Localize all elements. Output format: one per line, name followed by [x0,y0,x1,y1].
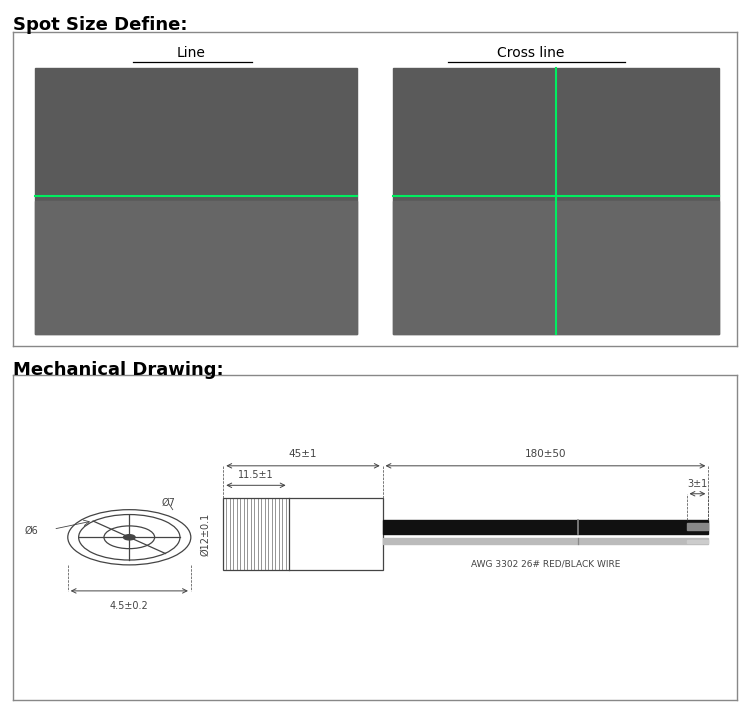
Bar [686,523,708,531]
Bar [686,540,708,543]
Bar [394,69,719,333]
Bar [382,538,708,544]
Text: Line: Line [176,46,206,59]
Bar [394,201,719,333]
Bar [35,69,357,333]
Text: 11.5±1: 11.5±1 [238,471,274,481]
Text: Ø12±0.1: Ø12±0.1 [200,513,210,555]
Text: AWG 3302 26# RED/BLACK WIRE: AWG 3302 26# RED/BLACK WIRE [471,559,620,568]
Text: Ø6: Ø6 [24,526,38,536]
Text: Spot Size Define:: Spot Size Define: [13,16,188,34]
Text: 180±50: 180±50 [525,449,566,459]
Text: Mechanical Drawing:: Mechanical Drawing: [13,361,224,378]
Text: 3±1: 3±1 [687,479,707,489]
Bar [224,498,382,570]
Text: 4.5±0.2: 4.5±0.2 [110,600,148,610]
Text: 45±1: 45±1 [289,449,317,459]
Text: Cross line: Cross line [497,46,565,59]
Bar [382,520,708,534]
Bar [35,201,357,333]
Text: Ø7: Ø7 [162,498,176,508]
Circle shape [124,535,135,540]
